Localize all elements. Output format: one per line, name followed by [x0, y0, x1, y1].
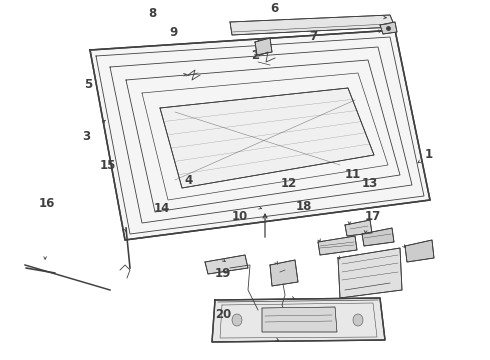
Text: 10: 10 — [232, 210, 248, 222]
Text: 12: 12 — [281, 177, 297, 190]
Text: 1: 1 — [425, 148, 433, 161]
Polygon shape — [160, 88, 374, 188]
Polygon shape — [318, 236, 357, 255]
Text: 18: 18 — [295, 201, 312, 213]
Polygon shape — [205, 255, 248, 274]
Polygon shape — [405, 240, 434, 262]
Text: 6: 6 — [270, 3, 278, 15]
Polygon shape — [338, 248, 402, 298]
Polygon shape — [230, 15, 395, 35]
Polygon shape — [90, 30, 430, 240]
Text: 9: 9 — [170, 26, 178, 39]
Polygon shape — [262, 307, 337, 332]
Text: 16: 16 — [38, 197, 55, 210]
Polygon shape — [270, 260, 298, 286]
Text: 4: 4 — [185, 174, 193, 186]
Text: 19: 19 — [215, 267, 231, 280]
Text: 11: 11 — [344, 168, 361, 181]
Ellipse shape — [232, 314, 242, 326]
Text: 7: 7 — [310, 30, 318, 42]
Polygon shape — [380, 22, 397, 34]
Text: 20: 20 — [215, 309, 231, 321]
Text: 2: 2 — [251, 49, 259, 62]
Polygon shape — [345, 220, 372, 236]
Text: 13: 13 — [362, 177, 378, 190]
Text: 15: 15 — [99, 159, 116, 172]
Text: 14: 14 — [153, 202, 170, 215]
Polygon shape — [255, 38, 272, 55]
Text: 8: 8 — [148, 7, 156, 20]
Text: 3: 3 — [82, 130, 90, 143]
Text: 5: 5 — [84, 78, 92, 91]
Ellipse shape — [353, 314, 363, 326]
Text: 17: 17 — [364, 210, 381, 222]
Polygon shape — [212, 298, 385, 342]
Polygon shape — [362, 228, 394, 246]
